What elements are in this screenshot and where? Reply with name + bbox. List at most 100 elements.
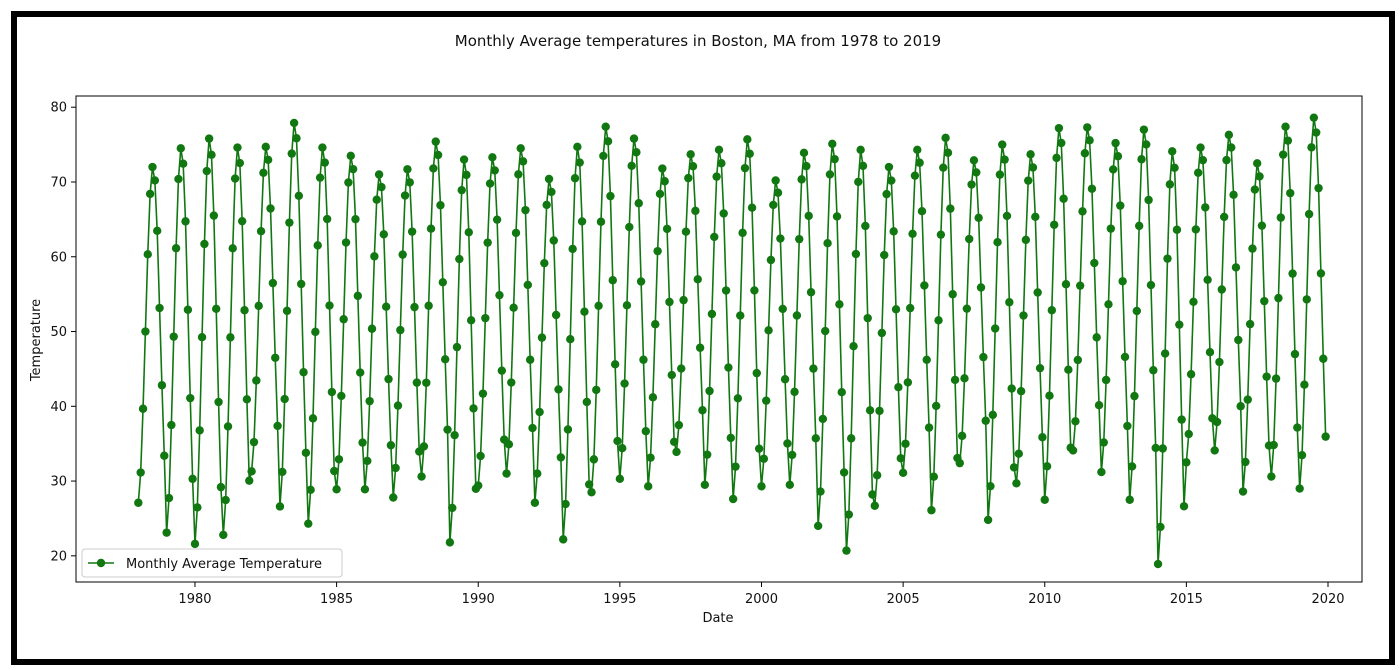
data-point (150, 176, 160, 185)
data-point (1101, 375, 1111, 385)
data-point (1281, 122, 1290, 131)
data-point (889, 227, 898, 236)
data-point (582, 397, 592, 407)
data-point (948, 290, 957, 299)
data-point (275, 502, 285, 511)
data-point (481, 313, 490, 323)
data-point (993, 237, 1002, 247)
data-point (653, 246, 662, 256)
data-point (299, 368, 308, 377)
data-point (452, 342, 462, 352)
data-point (1068, 446, 1078, 455)
data-point (363, 456, 372, 466)
data-point (858, 161, 868, 171)
data-point (143, 250, 152, 259)
data-point (917, 207, 927, 216)
data-point (891, 305, 901, 314)
data-point (922, 355, 931, 364)
data-point (787, 450, 797, 460)
data-point (358, 438, 367, 447)
data-point (410, 302, 419, 312)
data-point (384, 374, 393, 384)
data-point (875, 406, 884, 416)
data-point (766, 255, 776, 265)
data-point (1191, 225, 1201, 234)
data-point (1241, 457, 1250, 467)
data-point (507, 378, 516, 387)
legend-label: Monthly Average Temperature (126, 557, 322, 572)
data-point (348, 164, 358, 174)
data-point (943, 148, 953, 157)
data-point (1182, 458, 1191, 467)
data-point (341, 238, 351, 247)
data-point (525, 355, 535, 364)
data-point (325, 301, 334, 310)
data-point (636, 277, 646, 286)
data-point (266, 204, 275, 213)
data-point (594, 301, 603, 311)
data-point (669, 437, 679, 447)
data-point (1189, 297, 1198, 307)
data-point (292, 134, 301, 143)
data-point (1031, 212, 1040, 222)
data-point (592, 385, 601, 395)
data-point (1024, 176, 1033, 185)
data-point (256, 227, 266, 236)
data-point (178, 159, 188, 168)
data-point (750, 286, 759, 295)
data-point (183, 305, 193, 314)
data-point (1170, 163, 1179, 173)
data-point (360, 485, 370, 494)
data-point (743, 135, 752, 144)
data-point (1274, 293, 1283, 303)
data-point (318, 143, 327, 152)
data-point (1252, 159, 1262, 168)
data-point (240, 306, 249, 315)
data-point (1267, 472, 1276, 481)
data-point (712, 172, 721, 181)
data-point (200, 239, 209, 249)
data-point (1151, 443, 1160, 453)
data-point (330, 466, 339, 476)
data-point (679, 295, 688, 305)
chart-title: Monthly Average temperatures in Boston, … (455, 32, 941, 50)
data-point (337, 391, 346, 401)
data-point (1304, 209, 1314, 219)
data-point (544, 174, 554, 184)
data-point (1104, 300, 1113, 309)
data-point (221, 495, 230, 505)
data-point (1271, 374, 1281, 383)
data-point (799, 148, 809, 158)
data-point (334, 455, 344, 464)
data-point (528, 423, 537, 433)
data-point (1205, 348, 1215, 357)
data-point (924, 423, 934, 432)
data-point (1248, 244, 1257, 253)
data-point (556, 453, 566, 462)
data-point (795, 234, 804, 244)
data-point (962, 304, 972, 313)
data-point (707, 309, 717, 319)
data-point (1026, 150, 1035, 159)
data-point (353, 291, 363, 301)
data-point (566, 334, 575, 344)
data-point (939, 163, 948, 172)
data-point (757, 482, 766, 491)
data-point (651, 320, 660, 329)
data-point (589, 455, 599, 464)
data-point (393, 401, 403, 410)
data-point (344, 178, 353, 187)
data-point (639, 355, 648, 364)
data-point (457, 185, 466, 195)
data-point (209, 211, 219, 220)
data-point (186, 393, 195, 403)
data-point (426, 224, 436, 233)
data-point (511, 228, 521, 238)
data-point (771, 176, 780, 185)
data-point (700, 480, 710, 489)
data-point (941, 133, 950, 143)
data-point (212, 304, 221, 314)
data-point (740, 163, 750, 173)
data-point (846, 434, 856, 443)
data-point (1229, 190, 1238, 200)
